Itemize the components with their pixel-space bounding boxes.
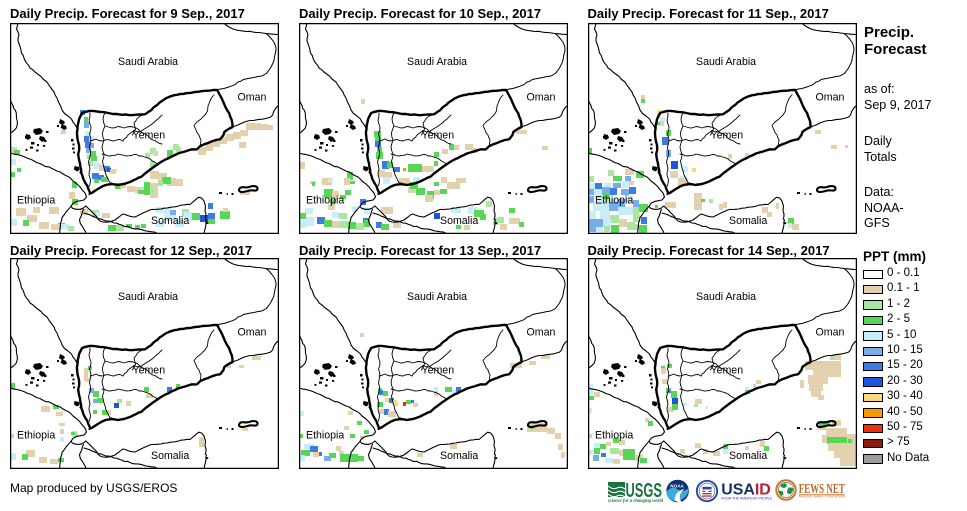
svg-text:Yemen: Yemen	[133, 365, 166, 377]
svg-text:Yemen: Yemen	[710, 130, 743, 142]
svg-text:Somalia: Somalia	[440, 215, 478, 227]
svg-text:Somalia: Somalia	[151, 450, 189, 462]
svg-text:Oman: Oman	[238, 327, 267, 339]
svg-text:Yemen: Yemen	[133, 130, 166, 142]
svg-text:FAMINE EARLY WARNING SYSTEMS N: FAMINE EARLY WARNING SYSTEMS NETWORK	[799, 494, 845, 498]
svg-text:NOAA: NOAA	[670, 484, 684, 489]
svg-text:Oman: Oman	[527, 92, 556, 104]
svg-text:USGS: USGS	[626, 479, 663, 502]
svg-text:USAID: USAID	[721, 482, 771, 499]
svg-text:Ethiopia: Ethiopia	[17, 195, 55, 207]
svg-text:FROM THE AMERICAN PEOPLE: FROM THE AMERICAN PEOPLE	[721, 496, 773, 500]
svg-text:Saudi Arabia: Saudi Arabia	[118, 56, 178, 68]
svg-text:Oman: Oman	[815, 92, 844, 104]
svg-text:Ethiopia: Ethiopia	[595, 430, 633, 442]
svg-text:Ethiopia: Ethiopia	[306, 430, 344, 442]
svg-text:Oman: Oman	[815, 327, 844, 339]
svg-text:Somalia: Somalia	[729, 450, 767, 462]
svg-text:Somalia: Somalia	[440, 450, 478, 462]
svg-text:Yemen: Yemen	[710, 365, 743, 377]
svg-text:Ethiopia: Ethiopia	[306, 195, 344, 207]
svg-text:Saudi Arabia: Saudi Arabia	[696, 291, 756, 303]
svg-text:Saudi Arabia: Saudi Arabia	[696, 56, 756, 68]
svg-text:Saudi Arabia: Saudi Arabia	[407, 56, 467, 68]
svg-text:Somalia: Somalia	[151, 215, 189, 227]
svg-text:Saudi Arabia: Saudi Arabia	[118, 291, 178, 303]
svg-text:FEWS NET: FEWS NET	[799, 482, 845, 497]
svg-text:science for a changing world: science for a changing world	[607, 498, 663, 504]
svg-text:Yemen: Yemen	[422, 365, 455, 377]
svg-text:Somalia: Somalia	[729, 215, 767, 227]
svg-text:Ethiopia: Ethiopia	[595, 195, 633, 207]
svg-text:Saudi Arabia: Saudi Arabia	[407, 291, 467, 303]
svg-text:Oman: Oman	[527, 327, 556, 339]
svg-text:Yemen: Yemen	[422, 130, 455, 142]
svg-text:Oman: Oman	[238, 92, 267, 104]
svg-text:Ethiopia: Ethiopia	[17, 430, 55, 442]
